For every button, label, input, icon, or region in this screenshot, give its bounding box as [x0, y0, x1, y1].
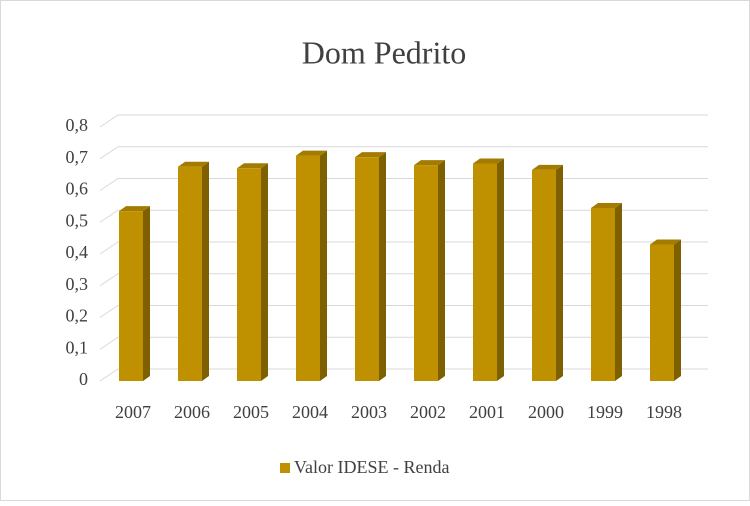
bar [591, 202, 622, 381]
y-tick-label: 0,7 [66, 147, 89, 167]
bar-side [674, 239, 681, 381]
bar-top [296, 150, 327, 156]
x-tick-label: 2000 [528, 402, 564, 422]
x-tick-label: 1999 [587, 402, 623, 422]
y-tick-label: 0,1 [66, 337, 89, 357]
bar-front [296, 155, 320, 381]
legend-label: Valor IDESE - Renda [294, 457, 449, 477]
bar-side [261, 163, 268, 381]
bar-top [178, 161, 209, 167]
grid-line [99, 241, 708, 255]
bar-side [556, 164, 563, 381]
bar-side [320, 150, 327, 381]
y-tick-label: 0,5 [66, 210, 89, 230]
bar-front [591, 207, 615, 381]
bar-front [119, 211, 143, 381]
x-tick-label: 2005 [233, 402, 269, 422]
bar [178, 161, 209, 381]
x-tick-label: 2003 [351, 402, 387, 422]
grid-line [99, 146, 708, 160]
bar [237, 163, 268, 381]
grid-line [99, 368, 708, 382]
grid-line [99, 178, 708, 191]
bar [414, 160, 445, 381]
bar-top [237, 163, 268, 169]
y-tick-label: 0,3 [66, 274, 89, 294]
bar-top [650, 239, 681, 245]
y-tick-label: 0,4 [66, 242, 89, 262]
bar-side [438, 160, 445, 381]
bar-side [143, 206, 150, 381]
chart-title: Dom Pedrito [302, 34, 466, 70]
y-tick-label: 0,8 [66, 115, 89, 135]
grid-line [99, 273, 708, 287]
bar-top [355, 152, 386, 158]
x-tick-label: 2001 [469, 402, 505, 422]
bar-front [650, 244, 674, 381]
x-tick-label: 2004 [292, 402, 328, 422]
bar [473, 158, 504, 381]
grid-line [99, 114, 708, 128]
legend-swatch [280, 463, 290, 473]
bar-front [414, 165, 438, 381]
bar [532, 164, 563, 381]
y-tick-label: 0 [79, 369, 88, 389]
bar-side [497, 158, 504, 381]
bar-side [379, 152, 386, 381]
bar-front [473, 163, 497, 381]
bar-side [202, 161, 209, 381]
bar [355, 152, 386, 381]
bar-top [414, 160, 445, 166]
bar [650, 239, 681, 381]
x-tick-label: 2007 [115, 402, 151, 422]
bar-top [119, 206, 150, 212]
bar [119, 206, 150, 381]
grid-line [99, 305, 708, 318]
y-tick-label: 0,6 [66, 179, 89, 199]
y-tick-label: 0,2 [66, 306, 89, 326]
bar-front [178, 166, 202, 381]
bar-top [591, 202, 622, 208]
bar-front [532, 169, 556, 381]
bar [296, 150, 327, 381]
bar-front [237, 168, 261, 381]
x-tick-label: 1998 [646, 402, 682, 422]
grid-line [99, 336, 708, 350]
x-tick-label: 2006 [174, 402, 210, 422]
bar-side [615, 202, 622, 381]
grid-line [99, 209, 708, 223]
bar-top [532, 164, 563, 170]
x-tick-label: 2002 [410, 402, 446, 422]
bar-front [355, 157, 379, 381]
bar-top [473, 158, 504, 164]
